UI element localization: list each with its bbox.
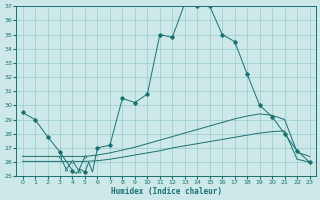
X-axis label: Humidex (Indice chaleur): Humidex (Indice chaleur) bbox=[111, 187, 221, 196]
